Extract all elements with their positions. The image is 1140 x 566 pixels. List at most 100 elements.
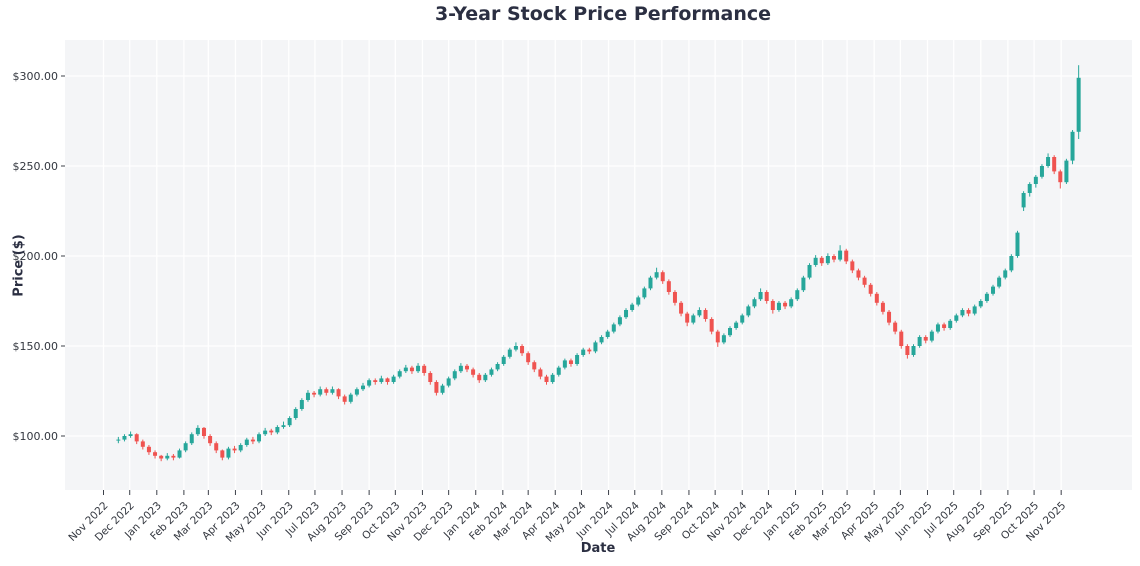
- candle-body: [1015, 232, 1020, 256]
- candle-body: [385, 378, 390, 382]
- candle: [764, 290, 769, 304]
- candle: [299, 398, 304, 411]
- candle-body: [544, 376, 549, 382]
- candle: [354, 387, 359, 397]
- candle-body: [501, 356, 506, 364]
- candle: [220, 449, 225, 461]
- candle: [789, 297, 794, 309]
- candle-body: [440, 385, 445, 393]
- candle-body: [685, 313, 690, 323]
- candle-body: [905, 346, 910, 355]
- candle-body: [483, 374, 488, 381]
- candle-body: [556, 367, 561, 375]
- candle: [581, 347, 586, 357]
- candle-body: [348, 394, 353, 402]
- candle: [776, 301, 781, 312]
- candle: [831, 254, 836, 263]
- candle-body: [1033, 176, 1038, 184]
- candle-body: [330, 389, 335, 393]
- candle: [728, 326, 733, 337]
- candle-body: [208, 436, 213, 444]
- candle-body: [403, 367, 408, 372]
- candle: [978, 299, 983, 309]
- candle: [672, 290, 677, 306]
- candle: [697, 307, 702, 318]
- candle-body: [422, 365, 427, 373]
- candle: [348, 392, 353, 404]
- candle: [997, 275, 1002, 289]
- candle-body: [397, 371, 402, 377]
- candle-body: [935, 324, 940, 332]
- candle-body: [1039, 166, 1044, 177]
- candle-body: [513, 346, 518, 350]
- candle: [342, 394, 347, 405]
- candle-body: [201, 427, 206, 436]
- candle: [654, 267, 659, 280]
- candle: [458, 363, 463, 373]
- candle: [917, 335, 922, 348]
- candle-body: [672, 292, 677, 303]
- candle: [813, 255, 818, 267]
- candle-body: [464, 365, 469, 370]
- candle-body: [293, 409, 298, 418]
- candle-body: [734, 322, 739, 328]
- candle: [1076, 65, 1081, 139]
- candle: [893, 320, 898, 335]
- candle-body: [1046, 157, 1051, 166]
- candle-body: [972, 306, 977, 314]
- candle: [464, 364, 469, 373]
- candle: [1021, 191, 1026, 211]
- candle-body: [1027, 184, 1032, 193]
- candle: [434, 380, 439, 396]
- candle-body: [850, 261, 855, 271]
- candle: [942, 322, 947, 331]
- candle-body: [367, 380, 372, 386]
- candle: [850, 259, 855, 274]
- candle-body: [458, 365, 463, 372]
- candle: [911, 344, 916, 357]
- candle: [1033, 175, 1038, 188]
- y-tick-label: $150.00: [13, 340, 59, 353]
- candle-body: [654, 272, 659, 278]
- candle: [336, 388, 341, 400]
- candle: [183, 441, 188, 453]
- candle: [1058, 169, 1063, 189]
- candle: [495, 362, 500, 372]
- candle-body: [789, 299, 794, 307]
- candle: [691, 313, 696, 325]
- candle: [825, 253, 830, 265]
- candle: [293, 407, 298, 420]
- candle: [532, 360, 537, 373]
- candle-body: [299, 400, 304, 409]
- candle-body: [1070, 131, 1075, 161]
- candle: [513, 342, 518, 352]
- candle: [929, 329, 934, 343]
- candle-body: [740, 315, 745, 323]
- candle-body: [238, 445, 243, 451]
- candle: [134, 433, 139, 445]
- candle: [391, 374, 396, 384]
- candle-body: [507, 349, 512, 357]
- candle: [440, 383, 445, 395]
- candle-body: [324, 389, 329, 393]
- candle-body: [813, 257, 818, 265]
- candle-body: [489, 369, 494, 375]
- candle-body: [899, 331, 904, 346]
- candle-body: [305, 392, 310, 400]
- candle-body: [361, 385, 366, 390]
- candle-body: [538, 369, 543, 377]
- candle: [838, 245, 843, 262]
- candle: [685, 311, 690, 327]
- candle-body: [764, 292, 769, 301]
- candle: [116, 436, 121, 444]
- candle-body: [728, 328, 733, 336]
- candle: [428, 371, 433, 385]
- candle: [122, 434, 127, 442]
- candle-body: [471, 369, 476, 375]
- candle: [165, 453, 170, 461]
- candle-body: [752, 299, 757, 307]
- candle-body: [287, 418, 292, 426]
- candle-body: [783, 302, 788, 307]
- candle: [538, 367, 543, 380]
- candle: [984, 292, 989, 303]
